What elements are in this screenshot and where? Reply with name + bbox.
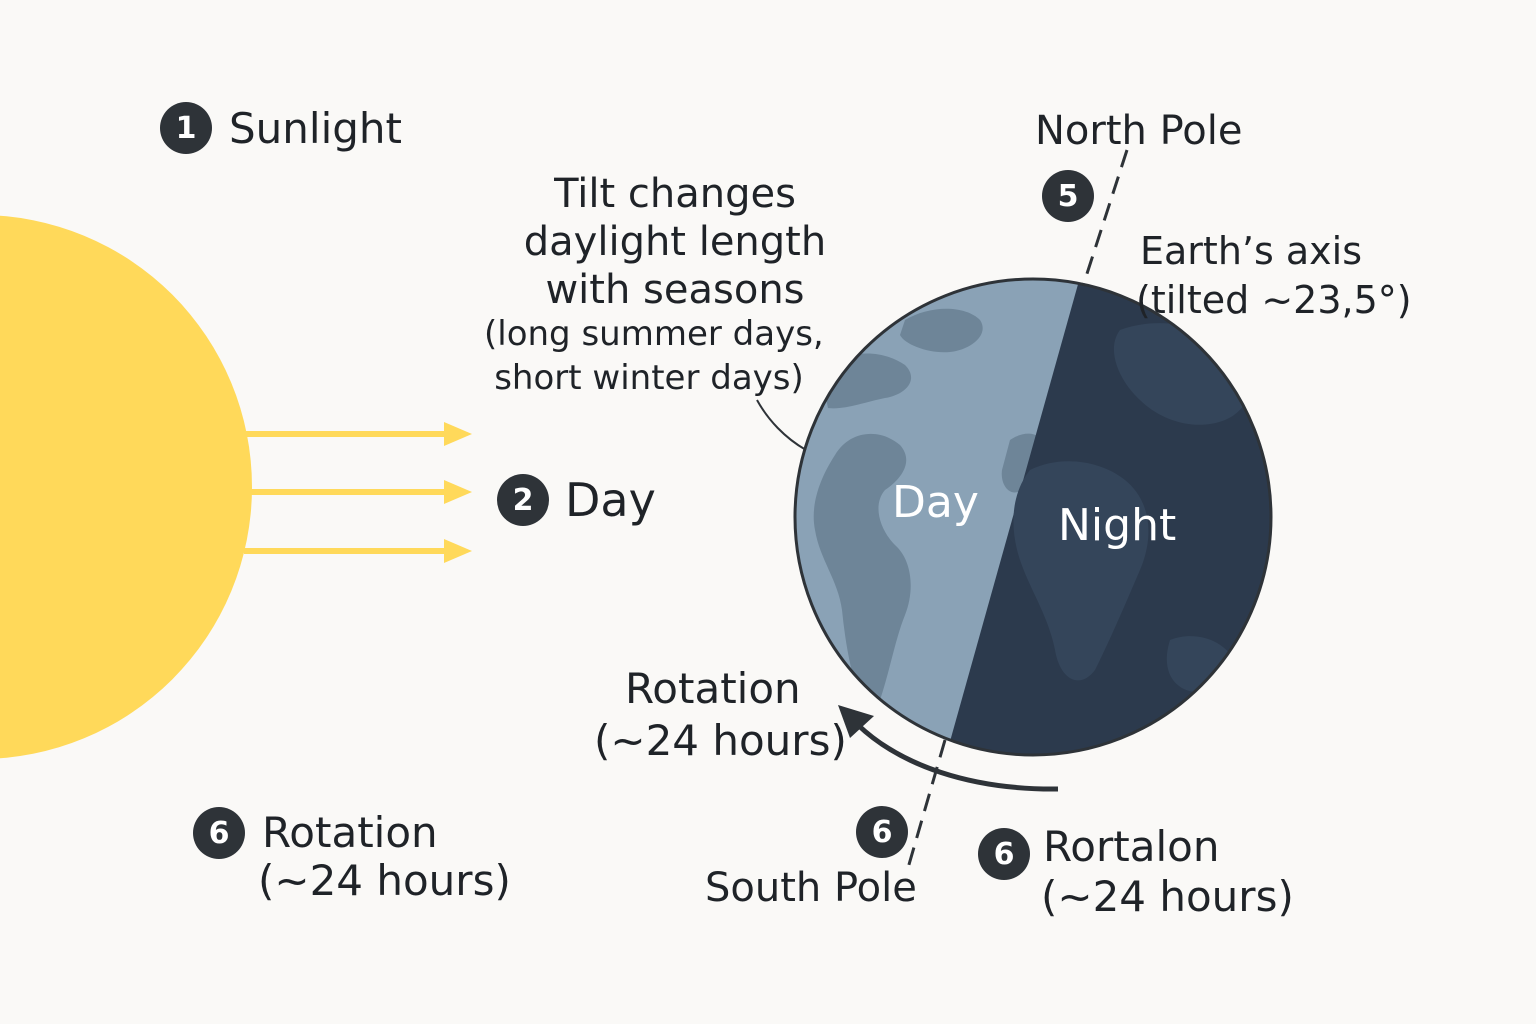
- rotation-arrow-line1: Rotation: [625, 664, 801, 713]
- axis-label-line2: (tilted ~23,5°): [1136, 278, 1412, 322]
- badge-north-pole: 5: [1042, 170, 1094, 222]
- tilt-note-line5: short winter days): [494, 358, 804, 398]
- badge-rotation-left: 6: [193, 807, 245, 859]
- continent-americas: [813, 433, 911, 700]
- sun: [0, 215, 252, 759]
- sunlight-label: Sunlight: [229, 104, 402, 153]
- sun-ray-middle-head: [444, 480, 472, 504]
- badge-rotation-right: 6: [978, 828, 1030, 880]
- badge-rotation-right-number: 6: [993, 836, 1015, 872]
- tilt-note-leader: [756, 399, 807, 451]
- earth: [793, 277, 1273, 757]
- north-pole-label: North Pole: [1035, 108, 1243, 154]
- earth-day-label: Day: [892, 477, 979, 528]
- badge-north-pole-number: 5: [1057, 178, 1079, 214]
- badge-day: 2: [497, 474, 549, 526]
- tilt-note-line2: daylight length: [523, 219, 827, 265]
- rotation-left-line1: Rotation: [262, 808, 438, 857]
- tilt-note-main: Tilt changes daylight length with season…: [520, 170, 830, 314]
- tilt-note-detail: (long summer days, short winter days): [484, 312, 824, 400]
- rotation-left-line2: (~24 hours): [258, 856, 511, 905]
- badge-day-number: 2: [512, 482, 534, 518]
- badge-sunlight: 1: [160, 102, 212, 154]
- earth-axis-line-north: [1081, 149, 1129, 287]
- earth-night-label: Night: [1058, 500, 1177, 551]
- south-pole-label: South Pole: [705, 865, 917, 911]
- rotation-arrow-line2: (~24 hours): [594, 716, 847, 765]
- tilt-note-line1: Tilt changes: [554, 171, 796, 217]
- axis-label-line1: Earth’s axis: [1140, 229, 1362, 273]
- badge-sunlight-number: 1: [175, 110, 197, 146]
- badge-rotation-left-number: 6: [208, 815, 230, 851]
- tilt-note-line3: with seasons: [545, 267, 805, 313]
- sun-ray-top-head: [444, 422, 472, 446]
- continent-africa: [1013, 461, 1149, 681]
- rotation-right-line1: Rortalon: [1043, 822, 1220, 871]
- tilt-note-line4: (long summer days,: [484, 314, 824, 354]
- sunlight-rays: [240, 422, 472, 563]
- rotation-right-line2: (~24 hours): [1041, 872, 1294, 921]
- rotation-arrow-head: [838, 705, 874, 738]
- earth-outline: [793, 277, 1273, 757]
- sun-ray-bottom-head: [444, 539, 472, 563]
- badge-south-pole-number: 6: [871, 814, 893, 850]
- continent-greenland: [900, 308, 983, 353]
- rotation-arrow-curve: [856, 723, 1059, 792]
- earth-axis-line-south: [906, 739, 947, 869]
- badge-south-pole: 6: [856, 806, 908, 858]
- day-label: Day: [565, 473, 656, 527]
